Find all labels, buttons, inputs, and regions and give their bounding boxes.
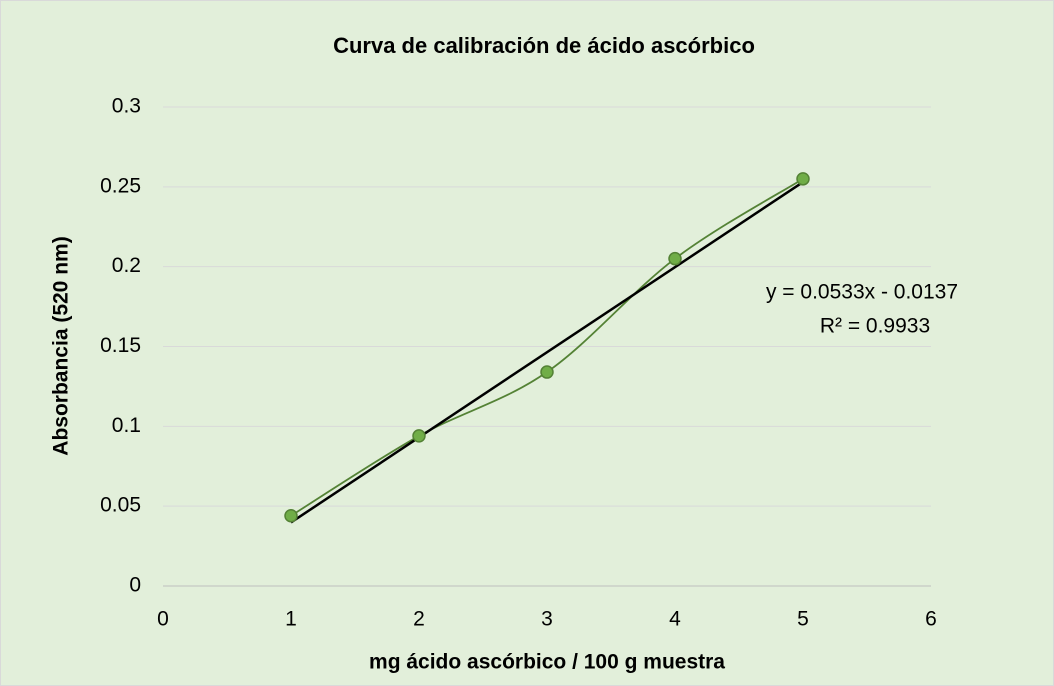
y-tick-label: 0.05 (100, 494, 141, 517)
y-tick-label: 0.1 (112, 414, 141, 437)
y-tick-label: 0 (129, 574, 141, 597)
x-tick-label: 1 (285, 608, 297, 631)
data-point (284, 508, 298, 523)
x-tick-label: 0 (157, 608, 169, 631)
x-tick-label: 3 (541, 608, 553, 631)
x-tick-label: 5 (797, 608, 809, 631)
data-point (540, 365, 554, 379)
trendline-equation: y = 0.0533x - 0.0137 (766, 281, 958, 304)
trendline-r2: R² = 0.9933 (820, 315, 930, 338)
data-point (796, 172, 810, 186)
x-axis-label: mg ácido ascórbico / 100 g muestra (369, 651, 725, 674)
y-tick-label: 0.25 (100, 174, 141, 197)
y-tick-label: 0.2 (112, 254, 141, 277)
chart-title: Curva de calibración de ácido ascórbico (333, 33, 755, 58)
x-tick-label: 2 (413, 608, 425, 631)
y-axis-label: Absorbancia (520 nm) (50, 236, 73, 455)
x-tick-label: 6 (925, 608, 937, 631)
x-tick-label: 4 (669, 608, 681, 631)
y-tick-label: 0.3 (112, 95, 141, 118)
trendline (290, 181, 804, 524)
data-point (412, 429, 426, 443)
y-tick-label: 0.15 (100, 334, 141, 357)
data-point (668, 251, 682, 266)
